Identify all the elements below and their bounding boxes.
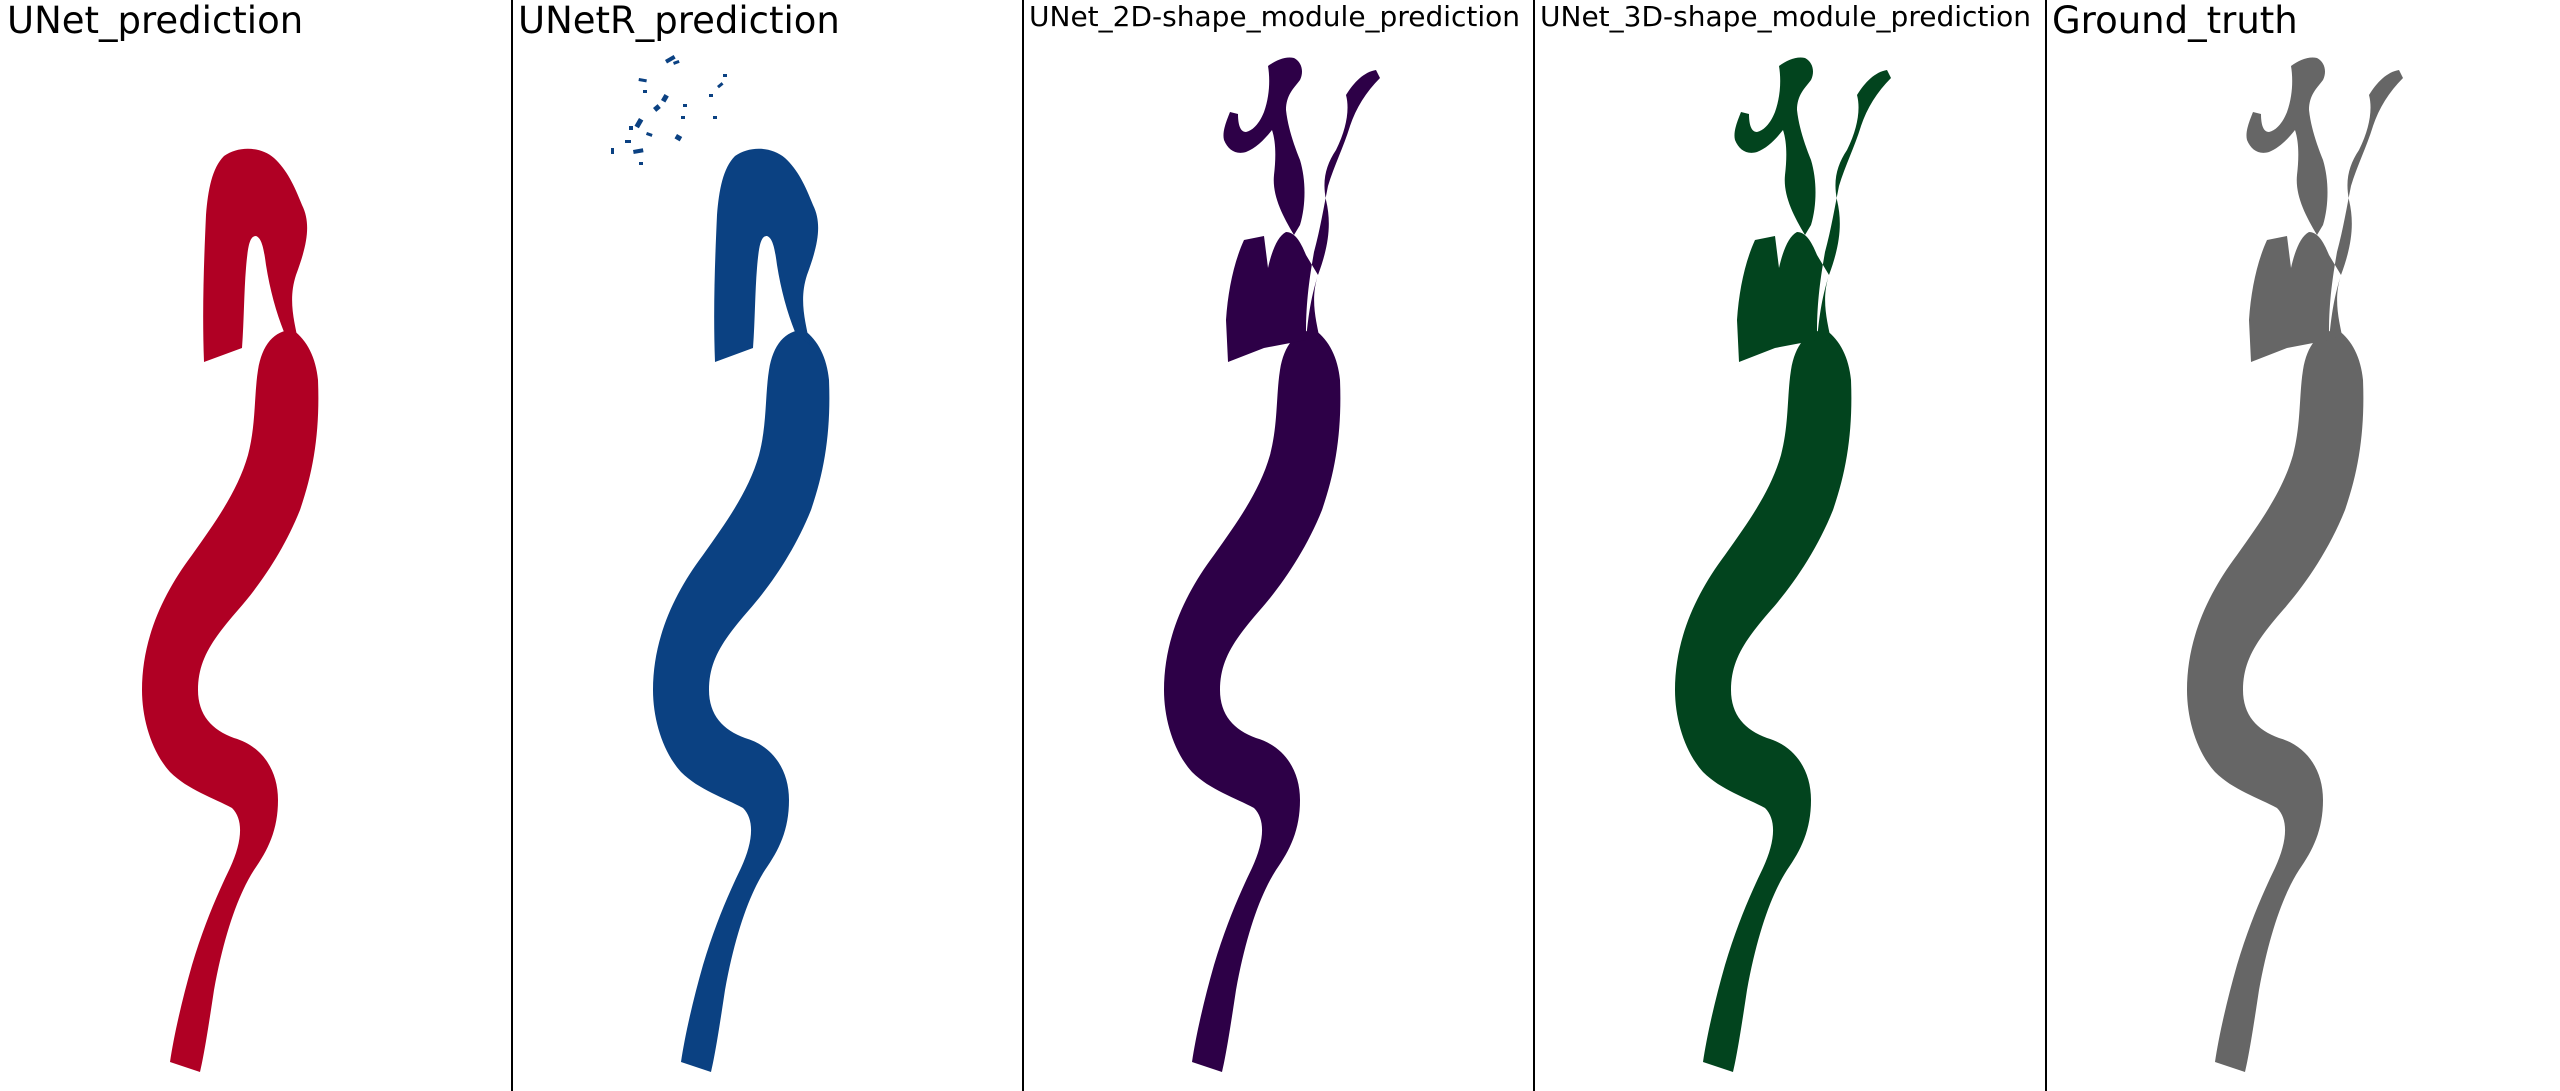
noise-fragment xyxy=(713,116,717,119)
panel-title: UNetR_prediction xyxy=(518,0,840,42)
panel-title: UNet_3D-shape_module_prediction xyxy=(1540,0,2032,33)
aorta-lower-body xyxy=(142,330,319,1072)
noise-fragment xyxy=(634,118,644,129)
segmentation-shape xyxy=(1164,57,1380,1072)
segmentation-shape xyxy=(1675,57,1891,1072)
noise-fragment xyxy=(709,94,713,97)
noise-fragment xyxy=(629,126,633,130)
noise-fragment xyxy=(683,104,687,107)
noise-fragment xyxy=(661,93,669,103)
panel-title: UNet_2D-shape_module_prediction xyxy=(1029,0,1521,33)
aorta-lower-body xyxy=(653,330,830,1072)
aorta-body xyxy=(142,330,319,1072)
segmentation-shape xyxy=(2187,57,2403,1072)
segmentation-shape xyxy=(611,55,830,1072)
noise-fragment xyxy=(639,162,643,165)
noise-fragment xyxy=(674,133,683,142)
panel-divider xyxy=(511,0,513,1091)
panel-divider xyxy=(2045,0,2047,1091)
noise-fragment xyxy=(673,59,680,65)
noise-fragment xyxy=(625,140,631,143)
noise-fragment xyxy=(643,90,647,93)
aorta-arch-with-branches xyxy=(2246,57,2403,363)
aorta-arch-with-branches xyxy=(1223,57,1380,363)
noise-fragment xyxy=(723,74,727,77)
noise-fragment xyxy=(665,55,676,64)
noise-fragment xyxy=(611,148,614,154)
aorta-arch-with-branches xyxy=(1734,57,1891,363)
aorta-lower-body xyxy=(2187,330,2364,1072)
aorta-arch-partial xyxy=(714,148,819,362)
noise-fragment xyxy=(717,82,724,89)
noise-fragment xyxy=(632,148,644,154)
panel-unet-2d-shape-prediction: UNet_2D-shape_module_prediction xyxy=(1024,0,1533,1091)
aorta-lower-body xyxy=(1675,330,1852,1072)
noise-fragment xyxy=(653,104,661,112)
panel-unet-3d-shape-prediction: UNet_3D-shape_module_prediction xyxy=(1535,0,2045,1091)
noise-fragment xyxy=(681,116,685,119)
aorta-arch-partial xyxy=(203,148,308,362)
panel-title: UNet_prediction xyxy=(7,0,304,42)
noise-fragments xyxy=(611,55,727,165)
aorta-lower-body xyxy=(1164,330,1341,1072)
panel-divider xyxy=(1533,0,1535,1091)
segmentation-shape xyxy=(142,148,319,1072)
panel-unetr-prediction: UNetR_prediction xyxy=(513,0,1022,1091)
panel-unet-prediction: UNet_prediction xyxy=(2,0,511,1091)
noise-fragment xyxy=(638,78,647,83)
noise-fragment xyxy=(645,131,653,137)
panel-divider xyxy=(1022,0,1024,1091)
panel-ground-truth: Ground_truth xyxy=(2047,0,2560,1091)
panel-title: Ground_truth xyxy=(2052,0,2298,42)
